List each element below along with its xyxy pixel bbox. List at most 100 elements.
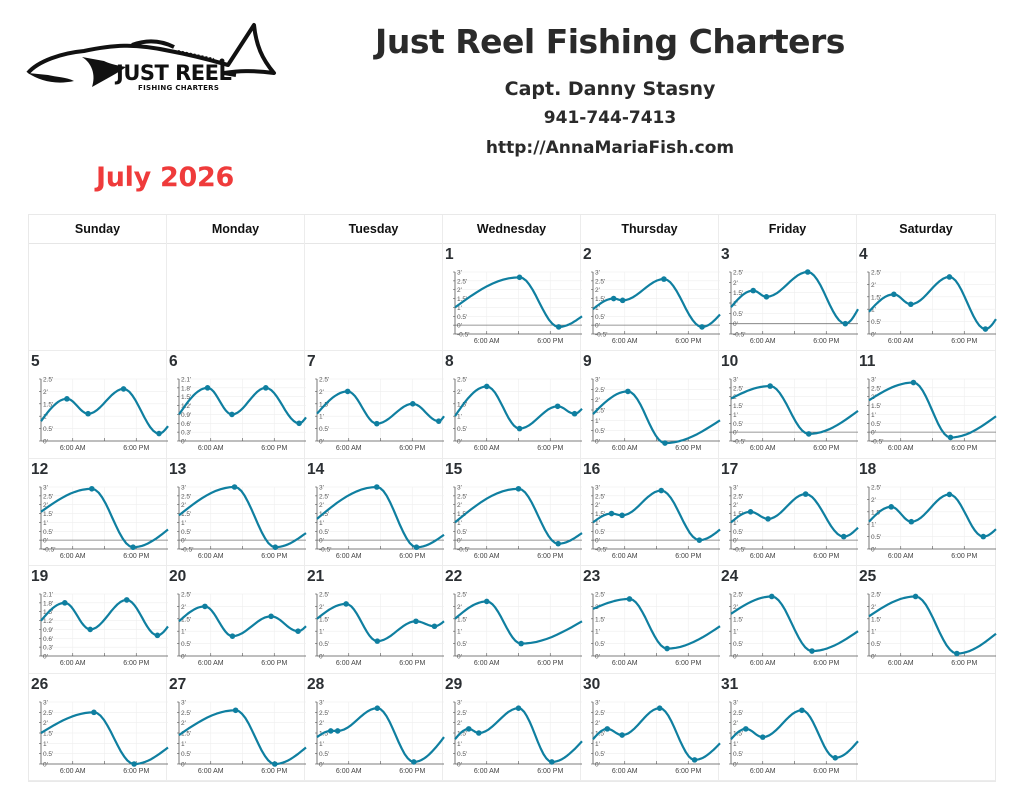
tide-extreme-marker[interactable] [231,483,238,490]
tide-extreme-marker[interactable] [699,324,705,330]
tide-extreme-marker[interactable] [268,613,274,620]
tide-extreme-marker[interactable] [295,628,301,635]
tide-extreme-marker[interactable] [91,709,97,715]
tide-extreme-marker[interactable] [743,725,749,732]
day-cell-4[interactable]: 4 0' 0.5' 1' 1.5' 2' 2.5' 6:00 AM 6:00 PM [857,244,997,352]
tide-extreme-marker[interactable] [608,510,615,517]
tide-extreme-marker[interactable] [954,650,960,657]
tide-extreme-marker[interactable] [662,440,668,447]
tide-extreme-marker[interactable] [409,401,416,407]
tide-extreme-marker[interactable] [747,508,754,515]
tide-extreme-marker[interactable] [413,618,419,625]
tide-extreme-marker[interactable] [946,491,953,498]
tide-extreme-marker[interactable] [89,485,95,492]
tide-extreme-marker[interactable] [980,533,987,540]
tide-extreme-marker[interactable] [840,533,847,540]
tide-extreme-marker[interactable] [656,704,663,711]
tide-extreme-marker[interactable] [483,384,490,390]
tide-extreme-marker[interactable] [334,727,341,734]
tide-extreme-marker[interactable] [661,276,667,282]
tide-extreme-marker[interactable] [131,760,137,767]
tide-extreme-marker[interactable] [768,593,775,600]
tide-extreme-marker[interactable] [373,421,380,427]
day-cell-16[interactable]: 16 -0.5' 0' 0.5' 1' 1.5' 2' 2.5' 3' 6:00 AM 6:00 P… [581,458,721,567]
tide-extreme-marker[interactable] [515,704,522,711]
day-cell-5[interactable]: 5 0' 0.5' 1' 1.5' 2' 2.5' 6:00 AM 6:00 PM [29,351,169,459]
day-cell-2[interactable]: 2 -0.5' 0' 0.5' 1' 1.5' 2' 2.5' 3' 6:00 AM 6:00 PM [581,244,721,352]
tide-extreme-marker[interactable] [64,396,70,403]
day-cell-15[interactable]: 15 -0.5' 0' 0.5' 1' 1.5' 2' 2.5' 3' 6:00 AM 6:00 P… [443,458,583,567]
tide-extreme-marker[interactable] [483,598,490,605]
tide-extreme-marker[interactable] [696,537,703,543]
tide-extreme-marker[interactable] [435,418,442,425]
day-cell-27[interactable]: 27 0' 0.5' 1' 1.5' 2' 2.5' 3' 6:00 AM 6:00 PM [167,673,307,781]
tide-extreme-marker[interactable] [691,756,698,763]
tide-extreme-marker[interactable] [908,301,914,308]
tide-extreme-marker[interactable] [619,512,625,518]
tide-extreme-marker[interactable] [625,388,631,395]
day-cell-30[interactable]: 30 0' 0.5' 1' 1.5' 2' 2.5' 3' 6:00 AM 6:00 PM [581,673,721,781]
day-cell-25[interactable]: 25 0' 0.5' 1' 1.5' 2' 2.5' 6:00 AM 6:00 PM [857,566,997,674]
day-cell-23[interactable]: 23 0' 0.5' 1' 1.5' 2' 2.5' 6:00 AM 6:00 PM [581,566,721,674]
tide-extreme-marker[interactable] [555,324,562,330]
tide-extreme-marker[interactable] [272,544,279,550]
day-cell-9[interactable]: 9 0' 0.5' 1' 1.5' 2' 2.5' 3' 6:00 AM 6:00 PM [581,351,721,459]
day-cell-8[interactable]: 8 0' 0.5' 1' 1.5' 2' 2.5' 6:00 AM 6:00 PM [443,351,583,459]
day-cell-1[interactable]: 1 -0.5' 0' 0.5' 1' 1.5' 2' 2.5' 3' 6:00 AM 6:00 PM [443,244,583,352]
website-link[interactable]: http://AnnaMariaFish.com [485,138,735,158]
tide-extreme-marker[interactable] [842,320,849,327]
tide-extreme-marker[interactable] [343,601,349,607]
tide-extreme-marker[interactable] [802,491,809,497]
day-cell-17[interactable]: 17 -0.5' 0' 0.5' 1' 1.5' 2' 2.5' 3' 6:00 AM 6:00 P… [719,458,859,567]
day-cell-6[interactable]: 6 0' 0.3' 0.6' 0.9' 1.2' 1.5' 1.8' 2.1' 6:00 AM 6:… [167,351,307,459]
tide-extreme-marker[interactable] [413,544,420,550]
day-cell-3[interactable]: 3 -0.5' 0' 0.5' 1' 1.5' 2' 2.5' 6:00 AM 6:00 PM [719,244,859,352]
tide-extreme-marker[interactable] [946,274,953,280]
tide-extreme-marker[interactable] [658,487,665,494]
tide-extreme-marker[interactable] [154,632,161,639]
day-cell-7[interactable]: 7 0' 0.5' 1' 1.5' 2' 2.5' 6:00 AM 6:00 PM [305,351,445,459]
tide-extreme-marker[interactable] [120,386,127,393]
day-cell-26[interactable]: 26 0' 0.5' 1' 1.5' 2' 2.5' 3' 6:00 AM 6:00 PM [29,673,169,781]
tide-extreme-marker[interactable] [554,403,561,410]
tide-extreme-marker[interactable] [908,518,915,525]
tide-extreme-marker[interactable] [85,411,91,417]
tide-extreme-marker[interactable] [910,380,917,386]
tide-extreme-marker[interactable] [296,420,302,427]
tide-extreme-marker[interactable] [763,294,770,300]
tide-extreme-marker[interactable] [982,326,989,332]
tide-extreme-marker[interactable] [204,385,211,392]
tide-extreme-marker[interactable] [476,729,482,736]
tide-extreme-marker[interactable] [130,544,136,550]
tide-extreme-marker[interactable] [799,707,805,713]
tide-extreme-marker[interactable] [156,431,162,437]
tide-extreme-marker[interactable] [327,727,334,734]
tide-extreme-marker[interactable] [549,758,555,765]
day-cell-18[interactable]: 18 0' 0.5' 1' 1.5' 2' 2.5' 6:00 AM 6:00 PM [857,459,997,567]
tide-extreme-marker[interactable] [373,483,380,490]
tide-extreme-marker[interactable] [832,754,839,761]
day-cell-24[interactable]: 24 0' 0.5' 1' 1.5' 2' 2.5' 6:00 AM 6:00 PM [719,566,859,674]
day-cell-20[interactable]: 20 0' 0.5' 1' 1.5' 2' 2.5' 6:00 AM 6:00 PM [167,566,307,674]
tide-extreme-marker[interactable] [262,385,269,392]
tide-extreme-marker[interactable] [518,640,524,647]
tide-extreme-marker[interactable] [374,704,381,711]
tide-extreme-marker[interactable] [229,412,235,418]
day-cell-28[interactable]: 28 0' 0.5' 1' 1.5' 2' 2.5' 3' 6:00 AM 6:00 PM [305,673,445,781]
tide-extreme-marker[interactable] [271,760,278,767]
day-cell-21[interactable]: 21 0' 0.5' 1' 1.5' 2' 2.5' 6:00 AM 6:00 PM [305,566,445,674]
tide-extreme-marker[interactable] [891,291,897,298]
tide-extreme-marker[interactable] [232,707,239,713]
tide-extreme-marker[interactable] [515,485,522,492]
tide-extreme-marker[interactable] [610,295,617,302]
day-cell-29[interactable]: 29 0' 0.5' 1' 1.5' 2' 2.5' 3' 6:00 AM 6:00 PM [443,673,583,781]
tide-extreme-marker[interactable] [805,431,812,438]
tide-extreme-marker[interactable] [804,269,811,275]
tide-extreme-marker[interactable] [62,600,68,606]
day-cell-22[interactable]: 22 0' 0.5' 1' 1.5' 2' 2.5' 6:00 AM 6:00 PM [443,566,583,674]
tide-extreme-marker[interactable] [516,426,523,432]
tide-extreme-marker[interactable] [912,593,919,600]
tide-extreme-marker[interactable] [619,731,625,738]
day-cell-14[interactable]: 14 -0.5' 0' 0.5' 1' 1.5' 2' 2.5' 3' 6:00 AM 6:00 P… [305,458,445,567]
day-cell-19[interactable]: 19 0' 0.3' 0.6' 0.9' 1.2' 1.5' 1.8' 2.1' 6:00 AM 6… [29,566,169,674]
